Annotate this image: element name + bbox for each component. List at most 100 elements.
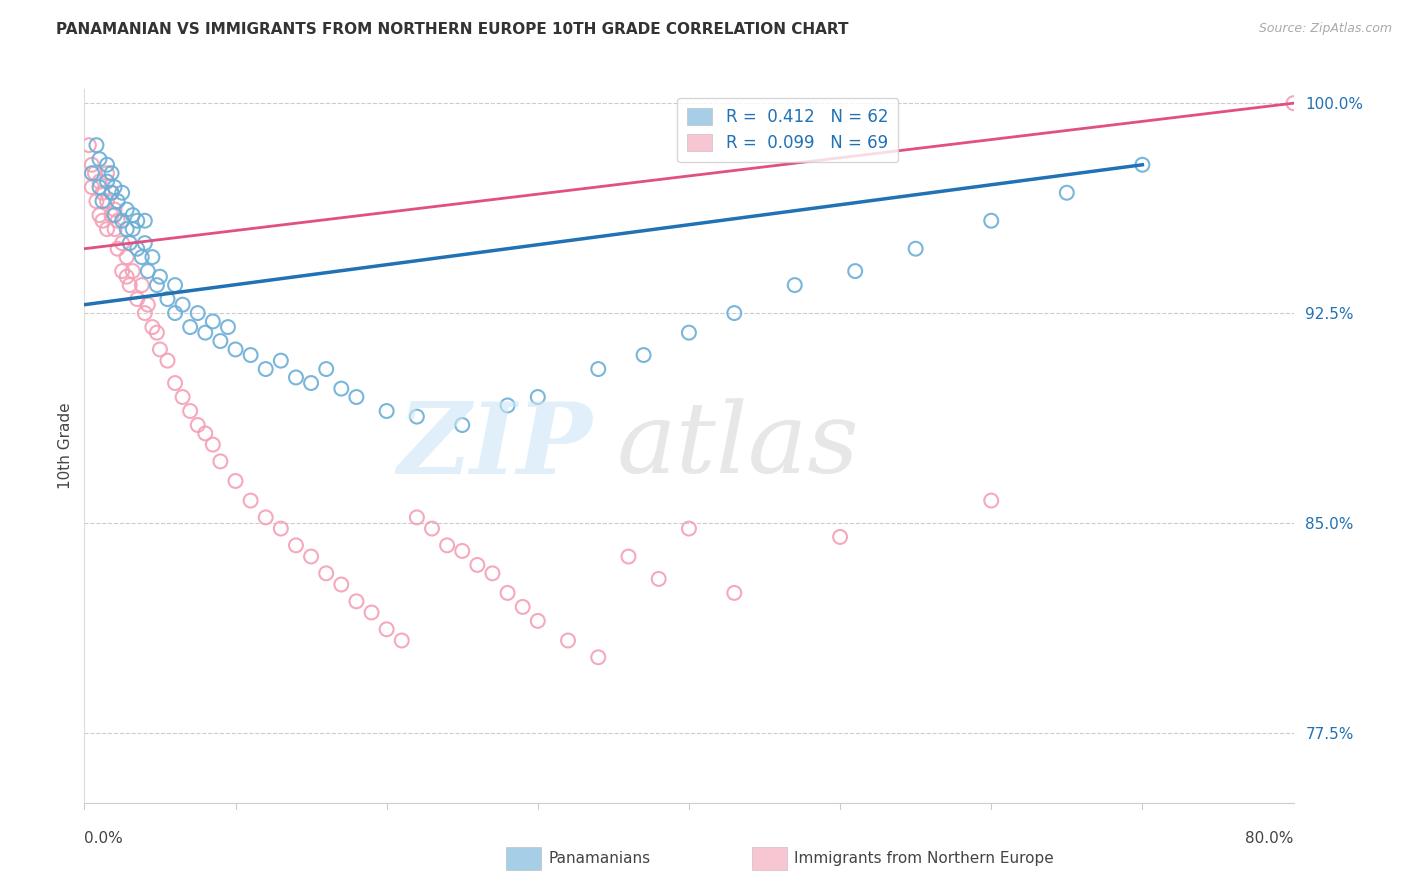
Point [406,409,429,424]
Point [156,292,179,306]
Point [111,213,134,227]
Point [115,250,138,264]
Point [131,278,153,293]
Point [723,306,745,320]
Point [617,549,640,564]
Point [118,278,141,293]
Point [136,264,159,278]
Point [141,250,163,264]
Point [77,138,100,153]
Text: Immigrants from Northern Europe: Immigrants from Northern Europe [794,852,1054,866]
Point [315,362,337,376]
Text: 80.0%: 80.0% [1246,831,1294,847]
Point [391,633,413,648]
Point [100,208,122,222]
Text: Panamanians: Panamanians [548,852,651,866]
Text: ZIP: ZIP [398,398,592,494]
Point [149,343,172,357]
Point [844,264,866,278]
Point [496,586,519,600]
Point [723,586,745,600]
Point [146,278,169,293]
Point [481,566,503,581]
Point [86,138,108,153]
Point [131,250,153,264]
Point [104,202,127,217]
Point [146,326,169,340]
Point [496,399,519,413]
Point [588,650,610,665]
Point [163,278,186,293]
Point [104,222,127,236]
Point [100,186,122,200]
Point [96,166,118,180]
Point [217,320,239,334]
Point [225,474,247,488]
Point [904,242,927,256]
Point [80,166,103,180]
Point [96,158,118,172]
Legend: R =  0.412   N = 62, R =  0.099   N = 69: R = 0.412 N = 62, R = 0.099 N = 69 [678,97,898,162]
Point [115,222,138,236]
Point [111,186,134,200]
Point [451,544,474,558]
Point [86,194,108,208]
Point [201,314,224,328]
Point [526,390,548,404]
Point [284,370,308,384]
Point [107,213,129,227]
Point [179,404,201,418]
Point [187,417,209,432]
Point [107,242,129,256]
Point [89,180,111,194]
Point [783,278,806,293]
Point [299,549,322,564]
Point [96,222,118,236]
Point [187,306,209,320]
Point [84,166,107,180]
Point [375,404,398,418]
Point [172,390,194,404]
Point [172,298,194,312]
Point [526,614,548,628]
Point [270,353,292,368]
Point [121,208,143,222]
Point [127,292,149,306]
Point [111,236,134,251]
Point [96,175,118,189]
Point [330,577,353,591]
Point [406,510,429,524]
Point [141,320,163,334]
Point [179,320,201,334]
Point [134,306,156,320]
Point [557,633,579,648]
Point [107,194,129,208]
Point [194,326,217,340]
Point [830,530,852,544]
Point [1282,96,1305,111]
Point [115,269,138,284]
Text: 0.0%: 0.0% [84,831,124,847]
Point [1056,186,1078,200]
Point [239,493,262,508]
Point [89,175,111,189]
Text: PANAMANIAN VS IMMIGRANTS FROM NORTHERN EUROPE 10TH GRADE CORRELATION CHART: PANAMANIAN VS IMMIGRANTS FROM NORTHERN E… [56,22,849,37]
Point [121,264,143,278]
Point [375,622,398,636]
Point [678,326,700,340]
Point [80,180,103,194]
Point [647,572,671,586]
Point [451,417,474,432]
Point [512,599,534,614]
Point [1130,158,1153,172]
Point [80,158,103,172]
Point [209,454,232,468]
Point [136,298,159,312]
Point [980,493,1002,508]
Point [633,348,655,362]
Point [115,202,138,217]
Point [239,348,262,362]
Point [194,426,217,441]
Point [201,437,224,451]
Point [270,522,292,536]
